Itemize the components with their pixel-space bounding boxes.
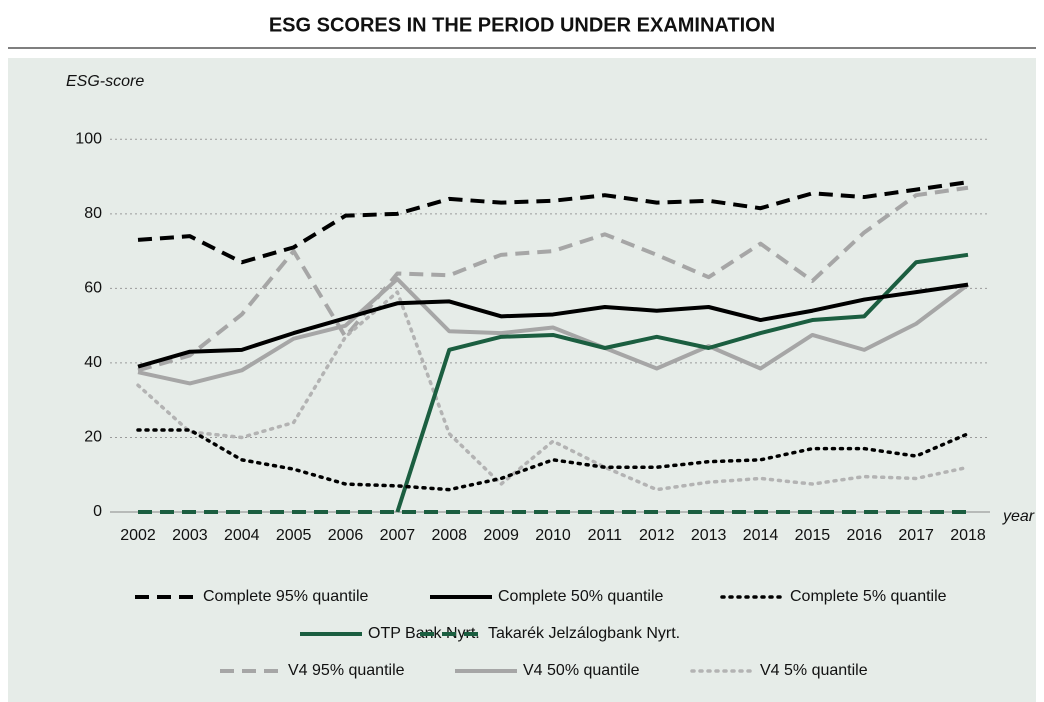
x-tick-label: 2008 — [431, 527, 467, 544]
legend-label: Complete 50% quantile — [498, 588, 664, 605]
plot-panel — [8, 58, 1036, 702]
legend-label: V4 50% quantile — [523, 662, 640, 679]
x-axis-label: year — [1002, 508, 1035, 525]
series-line — [137, 277, 970, 386]
y-axis-label: ESG-score — [66, 73, 144, 90]
legend-label: V4 95% quantile — [288, 662, 405, 679]
x-tick-label: 2013 — [691, 527, 727, 544]
x-tick-label: 2010 — [535, 527, 571, 544]
x-tick-label: 2017 — [898, 527, 934, 544]
legend-label: Complete 95% quantile — [203, 588, 369, 605]
x-tick-label: 2011 — [588, 527, 623, 544]
series-line — [137, 185, 969, 373]
y-tick-label: 0 — [93, 503, 102, 520]
series-line — [137, 282, 969, 369]
x-tick-label: 2009 — [483, 527, 519, 544]
x-tick-label: 2014 — [743, 527, 779, 544]
x-tick-label: 2018 — [950, 527, 986, 544]
y-tick-label: 20 — [84, 429, 102, 446]
y-tick-label: 100 — [75, 130, 102, 147]
legend-label: Complete 5% quantile — [790, 588, 947, 605]
series-line — [395, 252, 969, 513]
x-tick-label: 2002 — [120, 527, 156, 544]
x-tick-label: 2006 — [328, 527, 364, 544]
x-tick-label: 2007 — [380, 527, 416, 544]
x-tick-label: 2003 — [172, 527, 208, 544]
series-line — [136, 290, 970, 492]
x-tick-label: 2012 — [639, 527, 675, 544]
legend-label: Takarék Jelzálogbank Nyrt. — [488, 625, 680, 642]
y-tick-label: 80 — [84, 205, 102, 222]
x-tick-label: 2004 — [224, 527, 260, 544]
y-tick-label: 40 — [84, 354, 102, 371]
legend-label: V4 5% quantile — [760, 662, 868, 679]
series-line — [137, 180, 969, 265]
y-tick-label: 60 — [84, 280, 102, 297]
x-tick-label: 2015 — [795, 527, 831, 544]
chart-title: ESG SCORES IN THE PERIOD UNDER EXAMINATI… — [269, 14, 775, 36]
series-line — [136, 428, 970, 492]
x-tick-label: 2005 — [276, 527, 312, 544]
x-tick-label: 2016 — [846, 527, 882, 544]
